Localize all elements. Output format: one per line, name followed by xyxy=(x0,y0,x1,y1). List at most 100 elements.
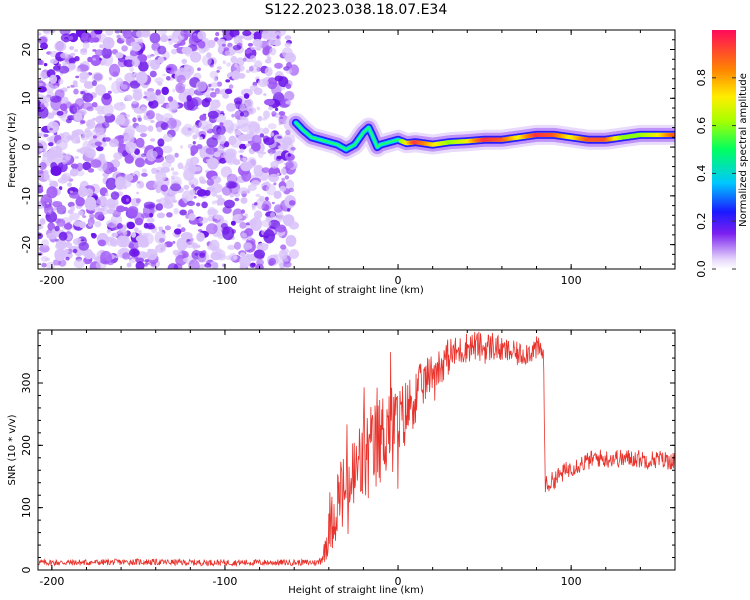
noise-blob xyxy=(199,136,203,140)
noise-blob xyxy=(155,186,162,194)
spectrogram-frame xyxy=(37,29,676,270)
noise-blob xyxy=(222,206,232,214)
noise-blob xyxy=(287,208,291,212)
noise-blob xyxy=(269,47,277,56)
noise-blob xyxy=(276,155,283,160)
noise-blob xyxy=(185,241,195,249)
noise-blob xyxy=(236,125,242,130)
noise-blob xyxy=(94,221,102,228)
noise-blob xyxy=(67,221,71,226)
noise-blob xyxy=(62,160,67,165)
noise-blob xyxy=(83,81,94,89)
noise-blob xyxy=(92,80,97,87)
noise-blob xyxy=(161,86,169,96)
noise-blob xyxy=(132,90,143,101)
noise-blob xyxy=(155,203,164,211)
noise-blob xyxy=(230,220,236,226)
noise-blob xyxy=(172,241,176,244)
noise-blob xyxy=(75,196,85,207)
noise-blob xyxy=(261,33,267,38)
noise-blob xyxy=(162,133,173,142)
noise-blob xyxy=(213,77,218,82)
noise-blob xyxy=(271,201,275,205)
noise-blob xyxy=(172,88,176,93)
x-tick-label: 0 xyxy=(395,274,402,287)
noise-blob xyxy=(52,201,63,208)
noise-blob xyxy=(41,262,47,268)
noise-blob xyxy=(102,93,111,100)
noise-blob xyxy=(279,185,286,192)
noise-blob xyxy=(234,197,240,202)
noise-blob xyxy=(202,54,212,66)
noise-blob xyxy=(209,91,217,98)
noise-blob xyxy=(262,47,270,56)
noise-blob xyxy=(39,162,47,171)
noise-blob xyxy=(212,183,223,193)
noise-blob xyxy=(276,35,280,39)
noise-blob xyxy=(82,161,92,171)
noise-blob xyxy=(155,170,167,182)
noise-blob xyxy=(88,37,95,43)
noise-blob xyxy=(58,65,70,74)
noise-blob xyxy=(129,208,135,212)
noise-blob xyxy=(239,103,246,112)
noise-blob xyxy=(47,121,60,134)
noise-blob xyxy=(232,44,242,51)
noise-blob xyxy=(69,168,79,177)
noise-blob xyxy=(143,241,149,248)
noise-blob xyxy=(263,110,270,119)
noise-blob xyxy=(225,79,231,83)
noise-blob xyxy=(109,238,118,246)
noise-blob xyxy=(53,231,58,236)
noise-blob xyxy=(215,31,220,37)
noise-blob xyxy=(82,215,87,218)
noise-blob xyxy=(204,263,212,268)
noise-blob xyxy=(241,232,248,238)
noise-blob xyxy=(81,91,86,95)
snr-axes: -200 -100 0 100 0 100 200 300 xyxy=(20,330,676,588)
noise-blob xyxy=(197,217,209,224)
noise-blob xyxy=(146,125,154,132)
noise-blob xyxy=(134,157,145,168)
noise-blob xyxy=(239,262,247,269)
noise-blob xyxy=(209,239,220,251)
noise-blob xyxy=(268,173,279,183)
noise-blob xyxy=(66,118,72,124)
noise-blob xyxy=(141,168,147,173)
colorbar-tick-label: 0.4 xyxy=(695,165,708,183)
noise-blob xyxy=(239,115,245,120)
noise-blob xyxy=(164,200,171,204)
noise-blob xyxy=(204,189,211,197)
noise-blob xyxy=(182,257,189,263)
noise-blob xyxy=(210,251,222,261)
noise-blob xyxy=(94,211,104,220)
noise-blob xyxy=(253,87,263,96)
noise-blob xyxy=(58,186,63,191)
spectrogram-x-label: Height of straight line (km) xyxy=(288,285,424,296)
noise-blob xyxy=(69,190,73,193)
noise-blob xyxy=(105,177,117,190)
x-tick-label: 100 xyxy=(561,274,582,287)
noise-blob xyxy=(176,237,188,251)
noise-blob xyxy=(82,92,94,103)
noise-blob xyxy=(110,191,120,200)
noise-blob xyxy=(126,262,132,268)
noise-blob xyxy=(149,32,161,44)
noise-blob xyxy=(129,67,134,72)
noise-blob xyxy=(240,123,251,133)
noise-blob xyxy=(80,120,86,124)
noise-blob xyxy=(62,60,67,66)
noise-blob xyxy=(74,48,78,53)
noise-blob xyxy=(107,90,112,95)
noise-blob xyxy=(42,30,52,35)
frequency-ridge xyxy=(285,112,675,160)
snr-y-label: SNR (10 * v/v) xyxy=(7,414,18,485)
noise-blob xyxy=(134,148,140,155)
noise-blob xyxy=(60,52,69,59)
noise-blob xyxy=(91,102,98,108)
noise-blob xyxy=(84,148,97,158)
noise-blob xyxy=(155,114,164,122)
noise-blob xyxy=(253,210,263,220)
noise-blob xyxy=(242,57,247,62)
